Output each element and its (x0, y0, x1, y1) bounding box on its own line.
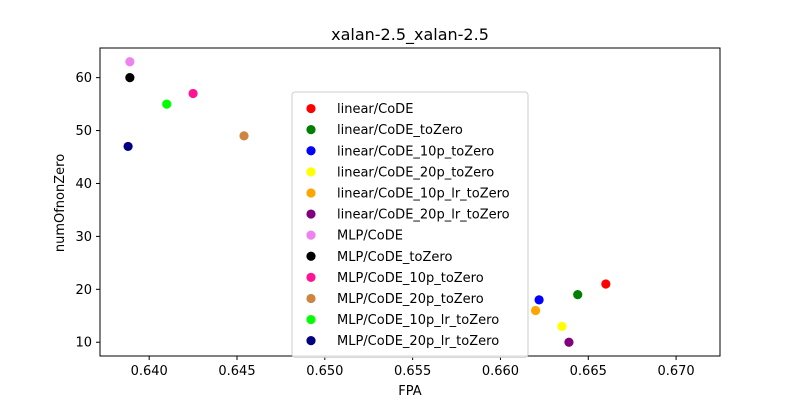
legend-marker (306, 167, 316, 177)
x-tick-label: 0.665 (570, 364, 607, 379)
legend-frame (291, 91, 529, 358)
legend-marker (306, 146, 316, 156)
legend-entry-label: linear/CoDE_20p_toZero (337, 165, 494, 180)
data-points (123, 57, 611, 347)
data-point (564, 337, 574, 347)
y-tick-label: 60 (75, 71, 92, 86)
y-tick-label: 50 (75, 124, 92, 139)
legend-entry-label: linear/CoDE (337, 102, 413, 117)
legend-marker (306, 336, 316, 346)
data-point (123, 141, 133, 152)
legend-marker (306, 314, 316, 325)
data-point (125, 73, 135, 83)
data-point (530, 305, 541, 316)
x-tick-label: 0.640 (131, 364, 168, 379)
data-point (557, 321, 567, 331)
legend-entry-label: linear/CoDE_20p_lr_toZero (337, 208, 510, 223)
y-tick-label: 40 (75, 177, 92, 192)
legend-marker (306, 209, 316, 219)
legend-marker (306, 293, 316, 304)
x-tick-label: 0.655 (394, 364, 431, 379)
legend-marker (306, 188, 316, 198)
data-point (162, 99, 172, 109)
y-axis-label: numOfnonZero (53, 154, 68, 252)
y-tick-label: 10 (75, 336, 92, 351)
data-point (534, 295, 544, 305)
x-axis: 0.640 0.645 0.650 0.655 0.660 0.665 0.670 (131, 356, 695, 379)
data-point (239, 131, 249, 141)
y-axis: 10 20 30 40 50 60 (75, 71, 100, 351)
data-point (125, 57, 135, 67)
x-tick-label: 0.650 (306, 364, 343, 379)
x-tick-label: 0.670 (657, 364, 694, 379)
legend-entry-label: MLP/CoDE_10p_toZero (337, 271, 484, 286)
chart-title: xalan-2.5_xalan-2.5 (331, 25, 489, 45)
legend-entry-label: MLP/CoDE_20p_lr_toZero (337, 334, 499, 349)
legend-marker (306, 125, 316, 135)
x-axis-label: FPA (398, 384, 421, 399)
data-point (188, 88, 198, 99)
y-tick-label: 30 (75, 230, 92, 245)
legend: linear/CoDE linear/CoDE_toZero linear/CoDE… (291, 91, 529, 358)
x-tick-label: 0.645 (218, 364, 255, 379)
legend-entry-label: MLP/CoDE_10p_lr_toZero (337, 313, 499, 328)
legend-marker (306, 103, 316, 114)
legend-entry-label: linear/CoDE_10p_lr_toZero (337, 186, 510, 201)
x-tick-label: 0.660 (482, 364, 519, 379)
y-tick-label: 20 (75, 283, 92, 298)
legend-marker (306, 230, 316, 240)
legend-entry-label: MLP/CoDE_20p_toZero (337, 292, 484, 307)
legend-entry-label: MLP/CoDE_toZero (337, 250, 452, 265)
data-point (601, 279, 611, 289)
data-point (573, 290, 583, 300)
legend-marker (306, 272, 316, 282)
legend-entry-label: MLP/CoDE (337, 229, 403, 244)
legend-entry-label: linear/CoDE_toZero (337, 123, 463, 138)
legend-marker (306, 251, 316, 261)
legend-entry-label: linear/CoDE_10p_toZero (337, 144, 494, 159)
